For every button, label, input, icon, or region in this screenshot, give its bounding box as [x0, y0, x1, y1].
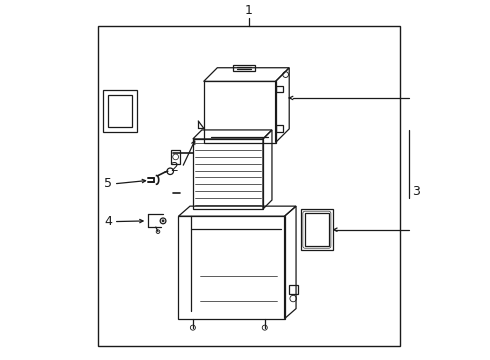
Text: 4: 4	[104, 215, 112, 228]
Text: 1: 1	[245, 4, 252, 17]
Circle shape	[162, 220, 164, 222]
Bar	[98, 26, 399, 346]
Text: 3: 3	[412, 185, 420, 198]
Text: 5: 5	[104, 177, 112, 190]
Text: 2: 2	[171, 161, 178, 174]
